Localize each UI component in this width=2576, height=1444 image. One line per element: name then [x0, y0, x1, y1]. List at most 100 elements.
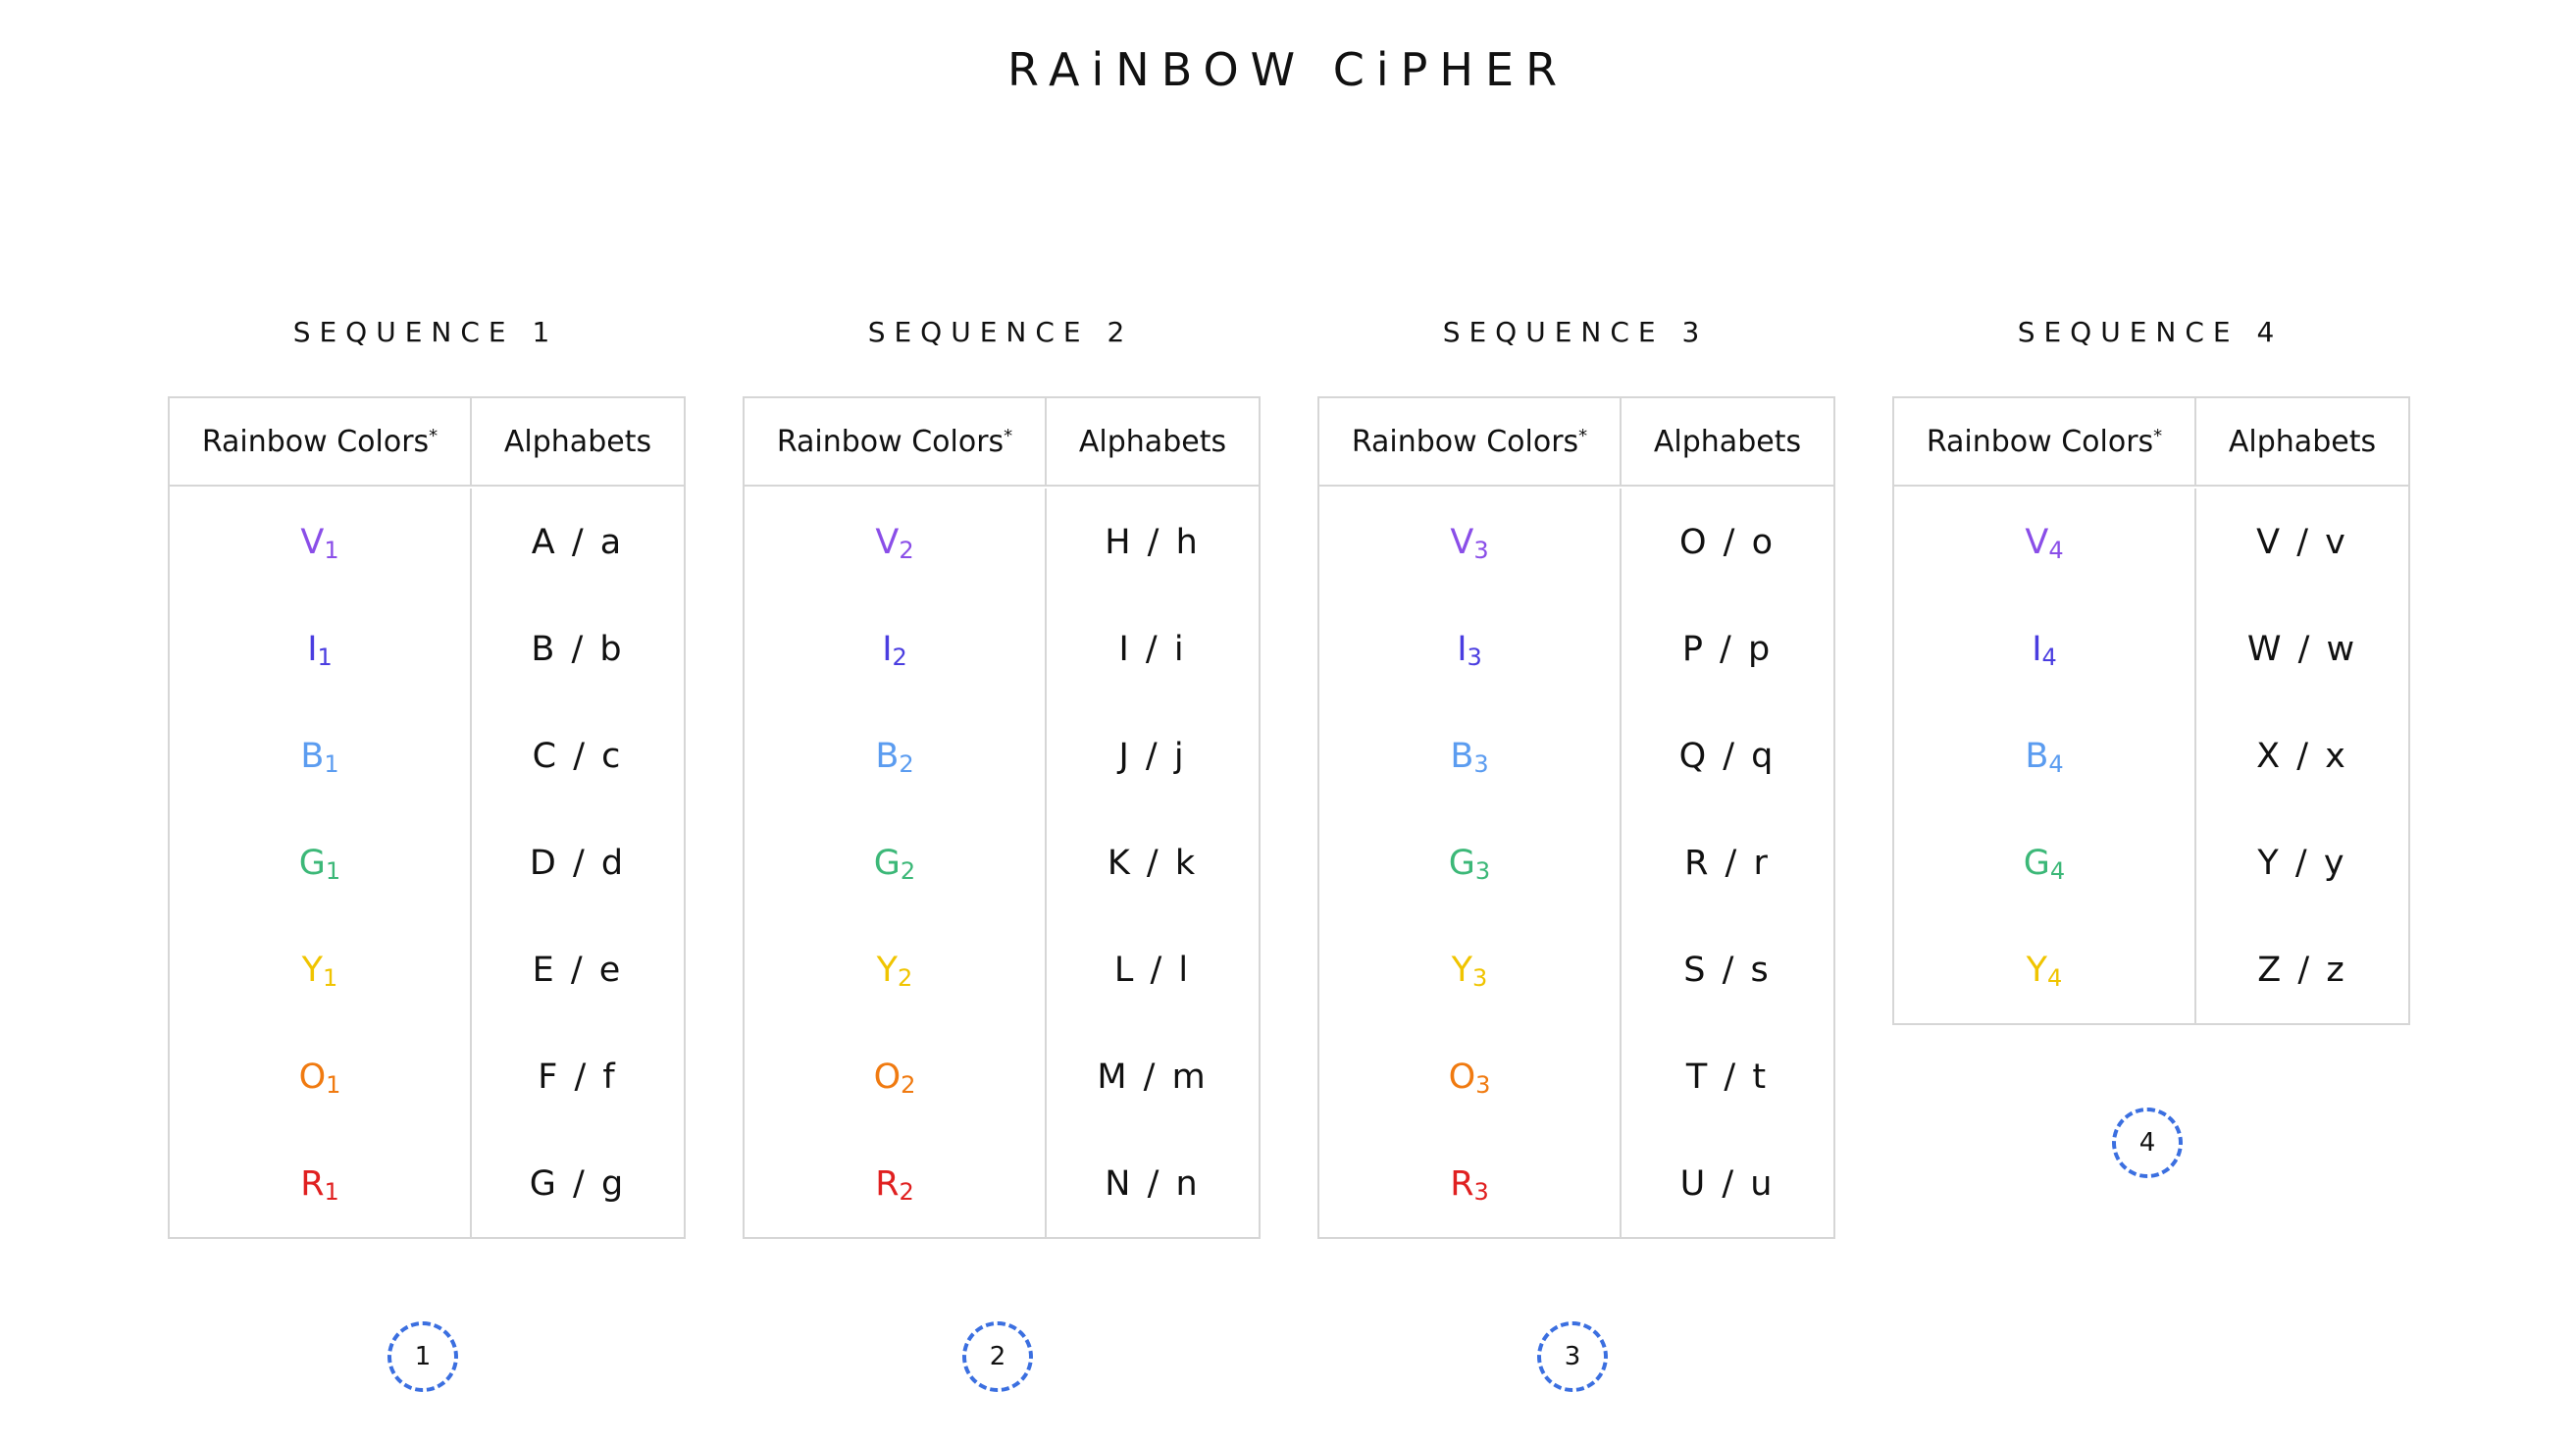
- color-letter: B: [1450, 736, 1474, 776]
- color-letter: V: [2025, 522, 2049, 562]
- alphabet-cell: H / h: [1105, 522, 1201, 562]
- header-text: Rainbow Colors: [201, 424, 430, 459]
- alphabet-cell: K / k: [1107, 843, 1199, 883]
- color-index: 2: [892, 643, 907, 671]
- alphabet-cell: O / o: [1678, 522, 1776, 562]
- color-index: 3: [1473, 749, 1489, 778]
- sequence-badge: 2: [962, 1321, 1033, 1392]
- header-text: Alphabets: [1078, 424, 1227, 459]
- header-cell: Rainbow Colors *: [1894, 398, 2196, 485]
- table-header: Rainbow Colors * Alphabets: [1894, 398, 2408, 487]
- color-letter: O: [1448, 1057, 1476, 1097]
- color-index: 1: [324, 1177, 339, 1206]
- color-index: 1: [317, 643, 333, 671]
- color-index: 1: [323, 963, 338, 992]
- header-mark: *: [2153, 425, 2163, 446]
- table-header: Rainbow Colors * Alphabets: [1319, 398, 1833, 487]
- header-cell: Alphabets: [1622, 398, 1833, 485]
- header-mark: *: [1578, 425, 1588, 446]
- color-index: 2: [901, 1070, 916, 1099]
- color-letter: V: [875, 522, 900, 562]
- alphabet-cell: D / d: [529, 843, 627, 883]
- color-index: 4: [2049, 856, 2066, 885]
- color-index: 3: [1474, 856, 1491, 885]
- color-index: 1: [326, 1070, 341, 1099]
- alphabet-cell: G / g: [529, 1163, 627, 1204]
- sequence-title: SEQUENCE 3: [1442, 316, 1709, 348]
- alphabet-cell: V / v: [2256, 522, 2348, 562]
- alphabet-cell: X / x: [2256, 736, 2348, 776]
- color-letter: I: [2032, 629, 2042, 669]
- color-letter: B: [875, 736, 900, 776]
- sequence-badge: 1: [387, 1321, 458, 1392]
- alphabet-cell: L / l: [1113, 950, 1192, 990]
- color-index: 2: [898, 963, 913, 992]
- alphabet-cell: P / p: [1681, 629, 1774, 669]
- alphabet-cell: C / c: [532, 736, 624, 776]
- alphabet-cell: B / b: [531, 629, 625, 669]
- color-index: 1: [325, 856, 341, 885]
- color-letter: Y: [2026, 950, 2048, 990]
- header-cell: Rainbow Colors *: [745, 398, 1047, 485]
- color-index: 2: [900, 856, 916, 885]
- header-cell: Alphabets: [1047, 398, 1259, 485]
- sequence-badge: 3: [1537, 1321, 1608, 1392]
- alphabet-cell: W / w: [2246, 629, 2358, 669]
- table-header: Rainbow Colors * Alphabets: [745, 398, 1259, 487]
- sequence-title: SEQUENCE 1: [292, 316, 559, 348]
- alphabet-cell: A / a: [531, 522, 625, 562]
- alphabet-cell: M / m: [1097, 1057, 1209, 1097]
- header-text: Rainbow Colors: [1351, 424, 1579, 459]
- color-index: 1: [324, 536, 339, 564]
- header-text: Rainbow Colors: [776, 424, 1005, 459]
- color-letter: V: [300, 522, 325, 562]
- alphabet-cell: Z / z: [2257, 950, 2347, 990]
- alphabet-cell: F / f: [538, 1057, 618, 1097]
- alphabet-cell: E / e: [532, 950, 624, 990]
- color-letter: G: [1448, 843, 1475, 883]
- table-header: Rainbow Colors * Alphabets: [170, 398, 684, 487]
- color-letter: V: [1450, 522, 1474, 562]
- page-title: RAiNBOW CiPHER: [1006, 43, 1570, 96]
- alphabet-cell: Y / y: [2257, 843, 2347, 883]
- color-index: 3: [1472, 963, 1488, 992]
- sequence-title: SEQUENCE 2: [867, 316, 1134, 348]
- color-index: 3: [1475, 1070, 1491, 1099]
- color-index: 3: [1467, 643, 1482, 671]
- sequence-badge: 4: [2112, 1108, 2183, 1178]
- header-text: Alphabets: [503, 424, 652, 459]
